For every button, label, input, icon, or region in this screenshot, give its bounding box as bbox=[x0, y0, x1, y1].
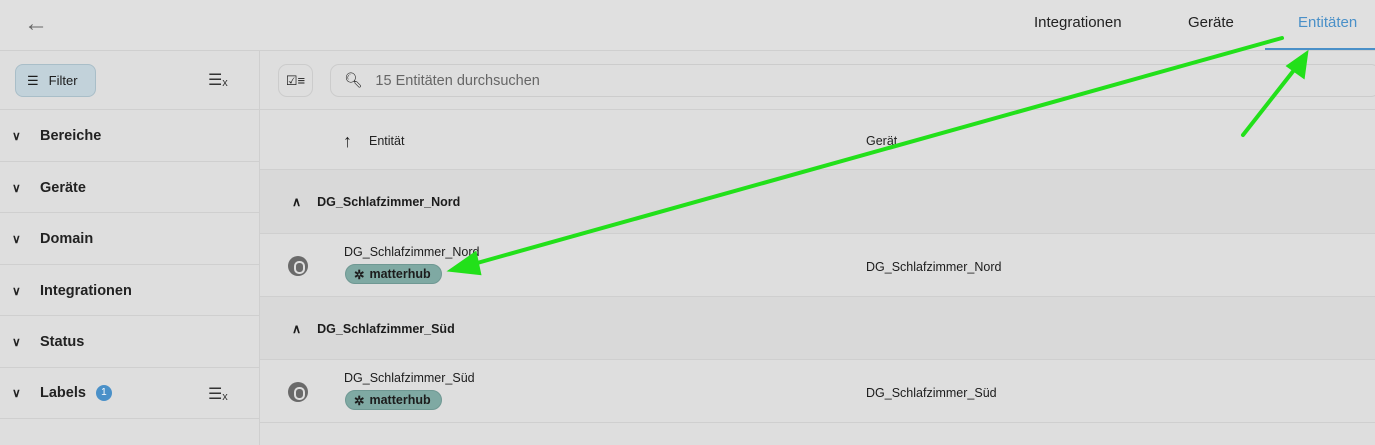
group-header[interactable]: ∧ DG_Schlafzimmer_Nord bbox=[260, 170, 1375, 233]
entities-table: ☑≡ 🔍︎ 15 Entitäten durchsuchen ↑ Entität … bbox=[260, 51, 1375, 445]
entity-name: DG_Schlafzimmer_Süd bbox=[344, 371, 475, 385]
group-title: DG_Schlafzimmer_Süd bbox=[317, 321, 455, 336]
search-placeholder: 15 Entitäten durchsuchen bbox=[375, 72, 540, 89]
clear-filters-icon[interactable]: ☰ₓ bbox=[208, 72, 228, 89]
filter-icon: ☰ bbox=[27, 72, 39, 88]
chevron-up-icon: ∧ bbox=[292, 195, 302, 209]
table-row[interactable]: DG_Schlafzimmer_Süd ✲ matterhub DG_Schlaf… bbox=[260, 360, 1375, 423]
section-label: Labels bbox=[40, 385, 86, 401]
chevron-down-icon: ∨ bbox=[12, 386, 21, 400]
section-label: Geräte bbox=[40, 179, 86, 196]
column-header-device[interactable]: Gerät bbox=[866, 134, 898, 148]
search-icon: 🔍︎ bbox=[344, 73, 363, 89]
entity-name: DG_Schlafzimmer_Nord bbox=[344, 245, 480, 259]
chevron-down-icon: ∨ bbox=[12, 128, 21, 143]
device-name: DG_Schlafzimmer_Süd bbox=[866, 386, 997, 400]
filter-sidebar: ☰ Filter ☰ₓ ∨ Bereiche ∨ Geräte ∨ Domain ∨ In… bbox=[0, 51, 260, 445]
chevron-down-icon: ∨ bbox=[12, 180, 21, 195]
entity-icon bbox=[288, 256, 308, 276]
sidebar-item-geraete[interactable]: ∨ Geräte bbox=[0, 161, 259, 213]
label-chip: ✲ matterhub bbox=[345, 390, 442, 410]
chevron-down-icon: ∨ bbox=[12, 283, 21, 298]
sidebar-item-labels[interactable]: ∨ Labels 1 bbox=[0, 367, 259, 419]
section-label: Integrationen bbox=[40, 282, 132, 299]
section-label: Domain bbox=[40, 230, 94, 247]
column-header-entity[interactable]: Entität bbox=[369, 134, 405, 148]
tab-integrationen[interactable]: Integrationen bbox=[1034, 14, 1122, 31]
active-tab-indicator bbox=[1265, 48, 1375, 50]
section-label: Bereiche bbox=[40, 127, 102, 144]
top-bar: ← Integrationen Geräte Entitäten bbox=[0, 0, 1375, 51]
filter-button[interactable]: ☰ Filter bbox=[15, 64, 96, 97]
sidebar-item-status[interactable]: ∨ Status bbox=[0, 315, 259, 367]
sidebar-item-domain[interactable]: ∨ Domain bbox=[0, 212, 259, 264]
search-input[interactable]: 🔍︎ 15 Entitäten durchsuchen bbox=[330, 64, 1375, 97]
sidebar-item-bereiche[interactable]: ∨ Bereiche bbox=[0, 109, 259, 161]
entity-icon bbox=[288, 382, 308, 402]
group-title: DG_Schlafzimmer_Nord bbox=[317, 194, 461, 209]
sort-ascending-icon[interactable]: ↑ bbox=[343, 131, 352, 151]
chevron-down-icon: ∨ bbox=[12, 231, 21, 246]
sidebar-item-integrationen[interactable]: ∨ Integrationen bbox=[0, 264, 259, 316]
clear-labels-filter-icon[interactable]: ☰ₓ bbox=[208, 386, 228, 403]
tab-geraete[interactable]: Geräte bbox=[1188, 14, 1234, 31]
section-label: Status bbox=[40, 333, 85, 350]
hub-icon: ✲ bbox=[354, 393, 365, 408]
label-chip: ✲ matterhub bbox=[345, 264, 442, 284]
back-arrow-icon[interactable]: ← bbox=[24, 10, 48, 37]
chevron-down-icon: ∨ bbox=[12, 334, 21, 349]
tab-entitaeten[interactable]: Entitäten bbox=[1298, 14, 1358, 31]
chip-label: matterhub bbox=[369, 393, 431, 407]
chip-label: matterhub bbox=[369, 267, 431, 281]
group-header[interactable]: ∧ DG_Schlafzimmer_Süd bbox=[260, 297, 1375, 360]
selection-mode-button[interactable]: ☑≡ bbox=[278, 64, 313, 97]
table-row[interactable]: DG_Schlafzimmer_Nord ✲ matterhub DG_Schla… bbox=[260, 234, 1375, 297]
device-name: DG_Schlafzimmer_Nord bbox=[866, 260, 1002, 274]
hub-icon: ✲ bbox=[354, 267, 365, 282]
labels-count-badge: 1 bbox=[95, 385, 112, 401]
chevron-up-icon: ∧ bbox=[292, 322, 302, 336]
filter-label: Filter bbox=[48, 73, 78, 88]
